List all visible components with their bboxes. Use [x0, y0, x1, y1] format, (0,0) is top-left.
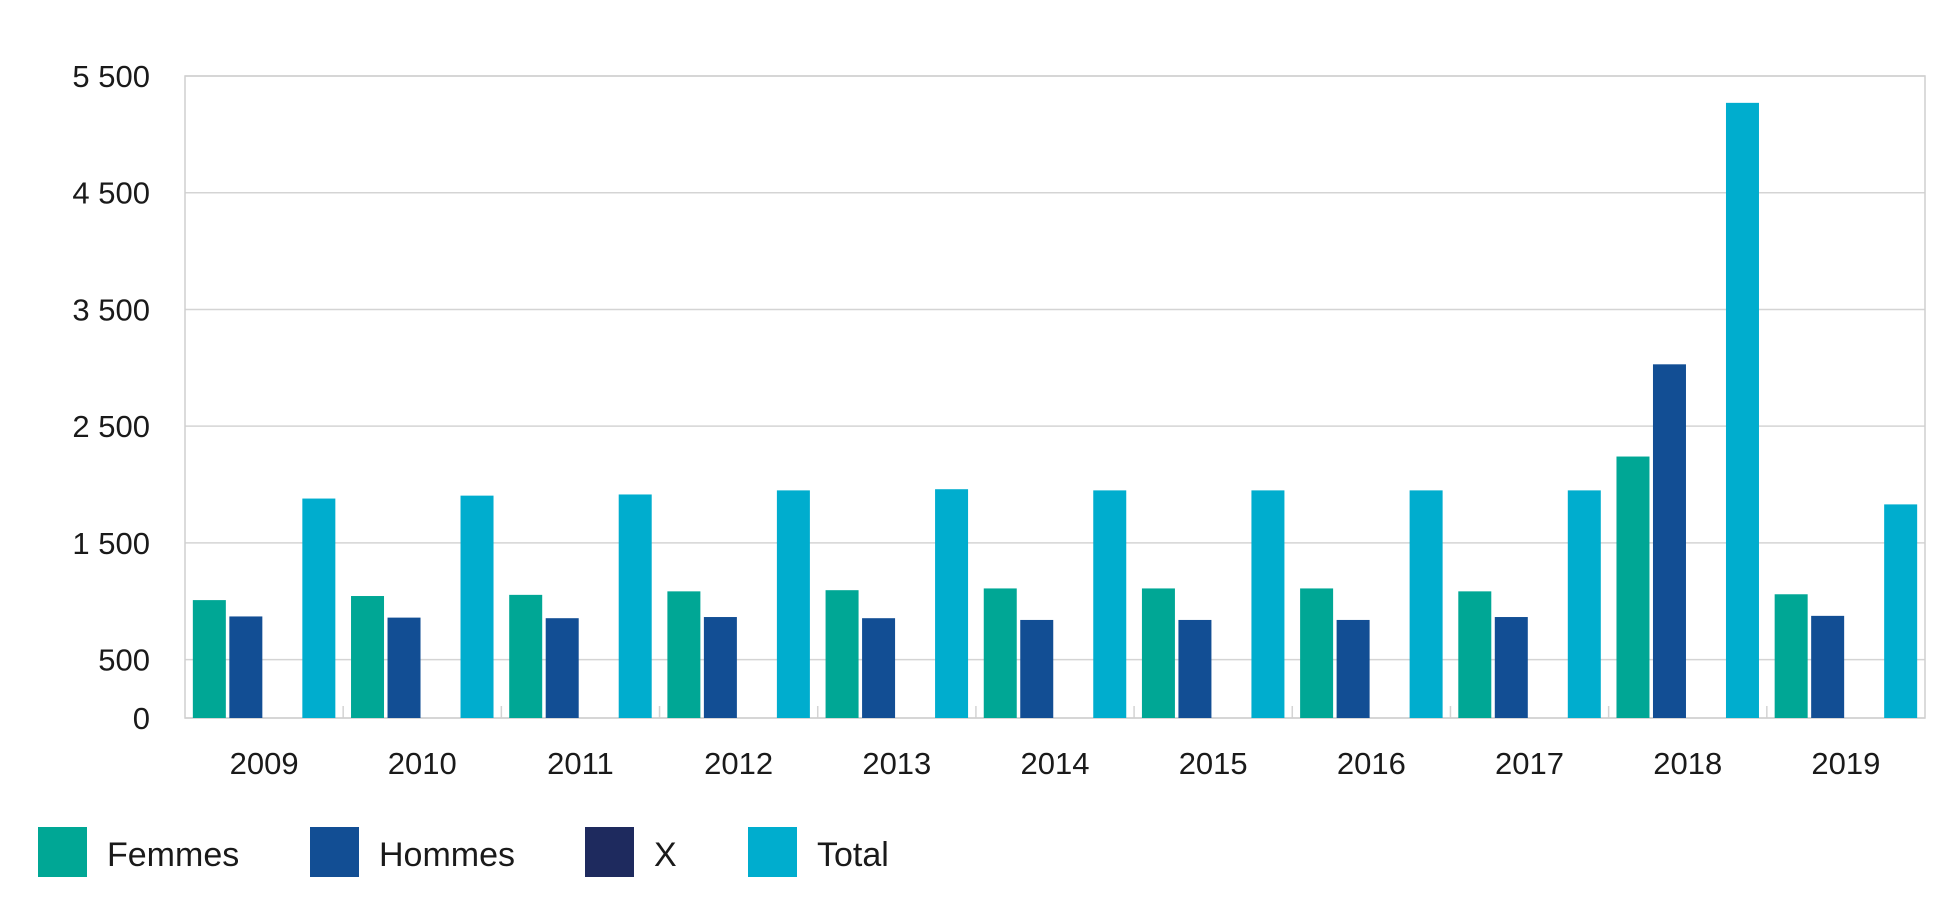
- legend-swatch-hommes: [310, 827, 359, 877]
- bar-total-2011: [618, 494, 652, 718]
- bar-hommes-2012: [703, 617, 737, 718]
- bar-femmes-2018: [1616, 456, 1650, 718]
- bar-total-2014: [1093, 490, 1127, 718]
- x-tick-label: 2018: [1653, 746, 1722, 781]
- y-tick-label: 4 500: [72, 176, 150, 211]
- bar-femmes-2017: [1458, 591, 1492, 718]
- bar-total-2019: [1884, 504, 1918, 718]
- bar-hommes-2011: [545, 618, 579, 718]
- bar-total-2016: [1409, 490, 1443, 718]
- bar-total-2015: [1251, 490, 1285, 718]
- bar-femmes-2019: [1774, 594, 1808, 718]
- y-tick-label: 0: [133, 701, 150, 736]
- legend-swatch-total: [748, 827, 797, 877]
- plot-frame: [184, 75, 1926, 719]
- x-axis-ticks: 2009 2010 2011 2012 2013 2014 2015 2016 2017 2018…: [230, 746, 1881, 781]
- bar-hommes-2017: [1494, 617, 1528, 718]
- legend-swatch-femmes: [38, 827, 87, 877]
- bar-femmes-2012: [667, 591, 701, 718]
- x-tick-label: 2015: [1179, 746, 1248, 781]
- bar-hommes-2009: [229, 616, 263, 718]
- x-tick-label: 2010: [388, 746, 457, 781]
- x-tick-label: 2017: [1495, 746, 1564, 781]
- y-tick-label: 1 500: [72, 526, 150, 561]
- legend: Femmes Hommes X Total: [38, 827, 889, 877]
- legend-label-femmes: Femmes: [107, 836, 239, 874]
- legend-label-hommes: Hommes: [379, 836, 515, 874]
- bar-hommes-2015: [1178, 619, 1212, 718]
- x-tick-label: 2016: [1337, 746, 1406, 781]
- bar-hommes-2018: [1652, 364, 1686, 718]
- plot-border: [184, 75, 1926, 719]
- y-tick-label: 5 500: [72, 59, 150, 94]
- bar-total-2017: [1567, 490, 1601, 718]
- bar-femmes-2010: [351, 596, 385, 718]
- bar-femmes-2015: [1141, 588, 1175, 718]
- x-tick-label: 2012: [704, 746, 773, 781]
- y-axis-ticks: 0 500 1 500 2 500 3 500 4 500 5 500: [72, 59, 150, 736]
- legend-label-total: Total: [817, 836, 889, 874]
- x-tick-label: 2013: [862, 746, 931, 781]
- bar-hommes-2010: [387, 617, 421, 718]
- legend-swatch-x: [585, 827, 634, 877]
- bar-hommes-2019: [1811, 615, 1845, 718]
- x-tick-label: 2011: [547, 746, 614, 781]
- bar-total-2012: [776, 490, 810, 718]
- bar-hommes-2016: [1336, 619, 1370, 718]
- bar-hommes-2014: [1020, 619, 1054, 718]
- y-tick-label: 2 500: [72, 409, 150, 444]
- bars: [192, 102, 1918, 718]
- bar-total-2018: [1725, 102, 1759, 718]
- bar-total-2013: [935, 489, 969, 718]
- bar-femmes-2013: [825, 590, 859, 718]
- bar-femmes-2014: [983, 588, 1017, 718]
- bar-hommes-2013: [862, 618, 896, 718]
- bar-total-2009: [302, 498, 336, 718]
- y-tick-label: 500: [98, 643, 150, 678]
- bar-femmes-2009: [192, 600, 226, 718]
- bar-femmes-2016: [1300, 588, 1334, 718]
- y-tick-label: 3 500: [72, 292, 150, 327]
- legend-label-x: X: [654, 836, 677, 874]
- x-tick-label: 2019: [1811, 746, 1880, 781]
- bar-total-2010: [460, 495, 494, 718]
- bar-femmes-2011: [509, 594, 543, 718]
- x-tick-label: 2014: [1021, 746, 1090, 781]
- x-tick-label: 2009: [230, 746, 299, 781]
